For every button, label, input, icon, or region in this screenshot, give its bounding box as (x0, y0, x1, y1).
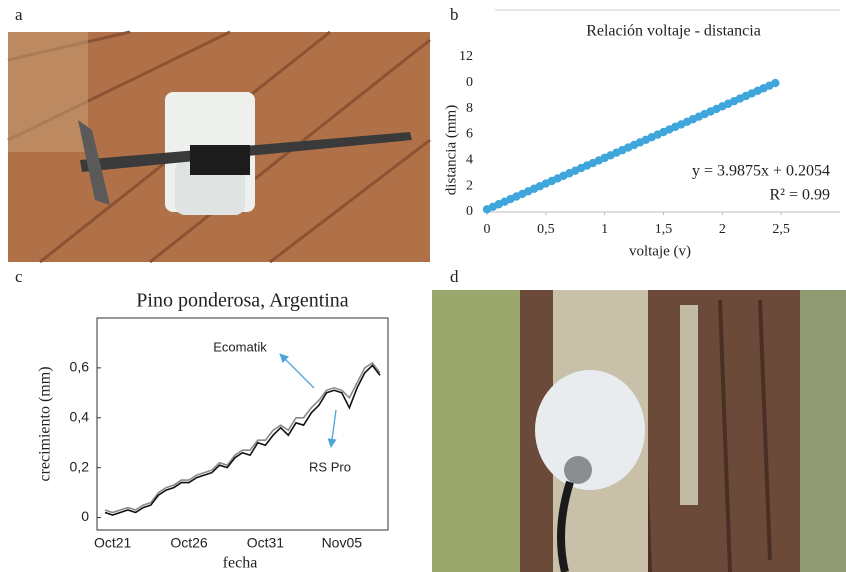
y-tick-label: 12 (459, 49, 473, 64)
chart-title: Relación voltaje - distancia (586, 23, 761, 40)
series-line (104, 364, 381, 516)
annotation: y = 3.9875x + 0.2054 (692, 163, 830, 180)
series-label: Ecomatik (213, 339, 267, 354)
y-tick-label: 0 (81, 508, 89, 524)
panel-label: a (15, 5, 23, 24)
series-label: RS Pro (309, 459, 351, 474)
x-tick-label: Nov05 (322, 535, 363, 551)
y-tick-label: 4 (466, 153, 473, 168)
x-tick-label: Oct31 (247, 535, 285, 551)
point (771, 78, 780, 88)
y-axis-label: distancia (mm) (443, 105, 459, 195)
photo-a (7, 30, 431, 264)
x-tick-label: 1,5 (655, 222, 673, 237)
y-tick-label: 2 (466, 178, 473, 193)
y-tick-label: 0,2 (70, 458, 90, 474)
panel-label: c (15, 267, 23, 286)
chart-title: Pino ponderosa, Argentina (136, 290, 349, 312)
x-tick-label: 0,5 (537, 222, 555, 237)
series-line (104, 361, 381, 514)
x-axis-label: fecha (223, 555, 258, 572)
y-tick-label: 0,4 (70, 408, 90, 424)
x-tick-label: 2,5 (772, 222, 790, 237)
x-tick-label: 1 (601, 222, 608, 237)
panel-label: d (450, 267, 459, 286)
x-axis-label: voltaje (v) (629, 243, 691, 259)
photo-d (432, 290, 846, 572)
y-tick-label: 0,6 (70, 359, 90, 375)
annotation: R² = 0.99 (770, 187, 831, 204)
y-axis-label: crecimiento (mm) (37, 366, 54, 481)
x-tick-label: 2 (719, 222, 726, 237)
panel-label: b (450, 5, 459, 24)
x-tick-label: Oct21 (94, 535, 132, 551)
y-tick-label: 0 (466, 204, 473, 219)
arrow (327, 409, 337, 448)
y-tick-label: 6 (466, 127, 473, 142)
y-tick-label: 8 (466, 101, 473, 116)
x-tick-label: Oct26 (170, 535, 208, 551)
arrow (279, 353, 315, 389)
y-tick-label: 0 (466, 75, 473, 90)
plot-frame (96, 317, 389, 531)
x-tick-label: 0 (484, 222, 491, 237)
